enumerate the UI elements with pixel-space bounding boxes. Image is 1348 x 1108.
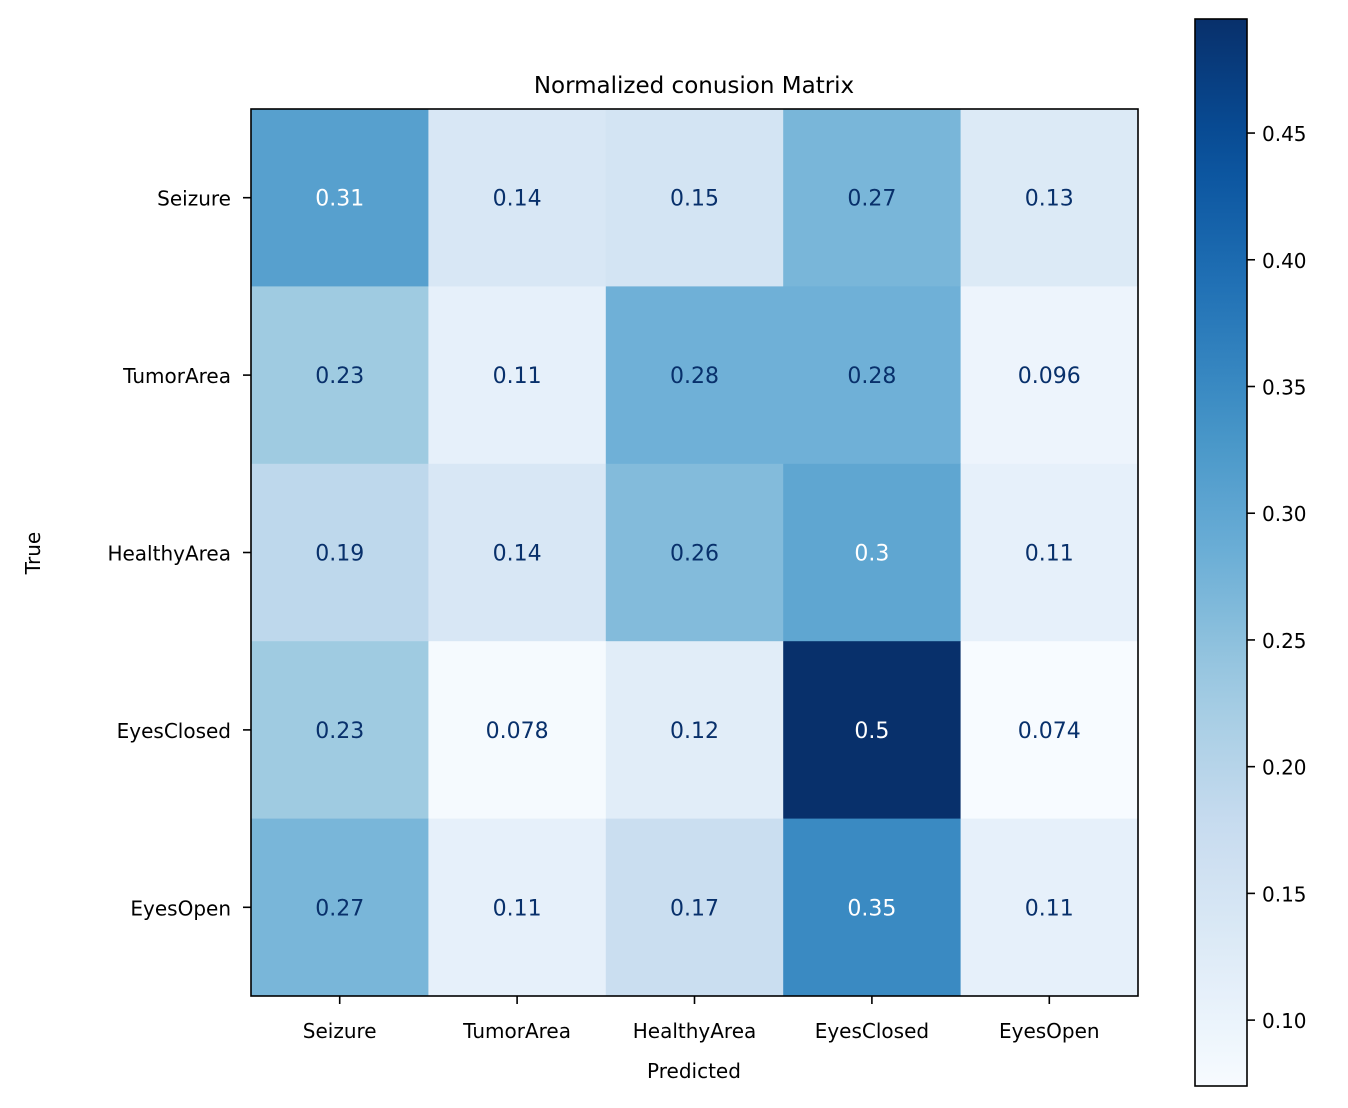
heatmap-cell — [251, 818, 429, 997]
x-tick-label: Seizure — [303, 1019, 377, 1043]
cell-value-label: 0.3 — [854, 542, 889, 567]
heatmap-cell — [428, 641, 607, 820]
heatmap-cell — [960, 463, 1139, 642]
heatmap-cells: 0.31 0.14 0.15 0.27 0.13 0.23 0.11 0.28 0.28 0.09… — [251, 109, 1139, 997]
y-axis-ticks: Seizure TumorArea HealthyArea EyesClosed Eye… — [107, 187, 251, 920]
heatmap-cell — [251, 463, 429, 642]
heatmap-cell — [783, 641, 962, 820]
heatmap-cell — [960, 641, 1139, 820]
cell-value-label: 0.23 — [315, 719, 364, 744]
cell-value-label: 0.14 — [493, 542, 542, 567]
heatmap-cell — [960, 109, 1139, 287]
cell-value-label: 0.28 — [670, 364, 719, 389]
colorbar-tick-label: 0.25 — [1262, 629, 1307, 653]
heatmap-cell — [605, 641, 784, 820]
cell-value-label: 0.35 — [847, 896, 896, 921]
heatmap-cell — [783, 109, 962, 287]
cell-value-label: 0.17 — [670, 896, 719, 921]
cell-value-label: 0.12 — [670, 719, 719, 744]
heatmap-cell — [251, 641, 429, 820]
cell-value-label: 0.14 — [493, 187, 542, 212]
colorbar-tick-label: 0.15 — [1262, 882, 1307, 906]
colorbar-tick-label: 0.40 — [1262, 249, 1307, 273]
y-tick-label: EyesClosed — [117, 719, 231, 743]
cell-value-label: 0.31 — [315, 187, 364, 212]
x-tick-label: EyesOpen — [999, 1019, 1100, 1043]
cell-value-label: 0.074 — [1018, 719, 1081, 744]
heatmap-cell — [960, 818, 1139, 997]
heatmap-cell — [605, 286, 784, 465]
x-axis-label: Predicted — [647, 1059, 741, 1083]
cell-value-label: 0.27 — [847, 187, 896, 212]
y-tick-label: TumorArea — [122, 364, 231, 388]
chart-title: Normalized conusion Matrix — [534, 73, 854, 99]
heatmap-cell — [428, 286, 607, 465]
heatmap-cell — [960, 286, 1139, 465]
cell-value-label: 0.11 — [1025, 896, 1074, 921]
x-tick-label: HealthyArea — [633, 1019, 757, 1043]
cell-value-label: 0.15 — [670, 187, 719, 212]
cell-value-label: 0.28 — [847, 364, 896, 389]
colorbar-tick-label: 0.20 — [1262, 756, 1307, 780]
y-axis-label: True — [21, 532, 45, 575]
heatmap-cell — [251, 109, 429, 287]
cell-value-label: 0.13 — [1025, 187, 1074, 212]
heatmap-cell — [605, 463, 784, 642]
heatmap-cell — [783, 818, 962, 997]
y-tick-label: Seizure — [157, 187, 231, 211]
y-tick-label: EyesOpen — [130, 896, 231, 920]
x-tick-label: EyesClosed — [815, 1019, 929, 1043]
colorbar-gradient — [1195, 19, 1247, 1086]
colorbar-tick-label: 0.35 — [1262, 375, 1307, 399]
y-tick-label: HealthyArea — [107, 542, 231, 566]
heatmap-cell — [783, 286, 962, 465]
heatmap-cell — [783, 463, 962, 642]
cell-value-label: 0.5 — [854, 719, 889, 744]
cell-value-label: 0.11 — [493, 364, 542, 389]
cell-value-label: 0.26 — [670, 542, 719, 567]
x-axis-ticks: Seizure TumorArea HealthyArea EyesClosed Eye… — [303, 996, 1100, 1043]
colorbar-tick-label: 0.10 — [1262, 1009, 1307, 1033]
heatmap-cell — [605, 109, 784, 287]
heatmap-cell — [605, 818, 784, 997]
cell-value-label: 0.078 — [486, 719, 549, 744]
cell-value-label: 0.11 — [1025, 542, 1074, 567]
colorbar-tick-label: 0.45 — [1262, 122, 1307, 146]
cell-value-label: 0.27 — [315, 896, 364, 921]
heatmap-cell — [428, 109, 607, 287]
x-tick-label: TumorArea — [462, 1019, 571, 1043]
cell-value-label: 0.23 — [315, 364, 364, 389]
colorbar-frame — [1194, 18, 1248, 1087]
colorbar-tick-label: 0.30 — [1262, 502, 1307, 526]
heatmap-cell — [428, 818, 607, 997]
cell-value-label: 0.19 — [315, 542, 364, 567]
heatmap-cell — [428, 463, 607, 642]
heatmap-cell — [251, 286, 429, 465]
cell-value-label: 0.096 — [1018, 364, 1081, 389]
colorbar: 0.10 0.15 0.20 0.25 0.30 0.35 0.40 0.45 — [1194, 18, 1307, 1087]
cell-value-label: 0.11 — [493, 896, 542, 921]
